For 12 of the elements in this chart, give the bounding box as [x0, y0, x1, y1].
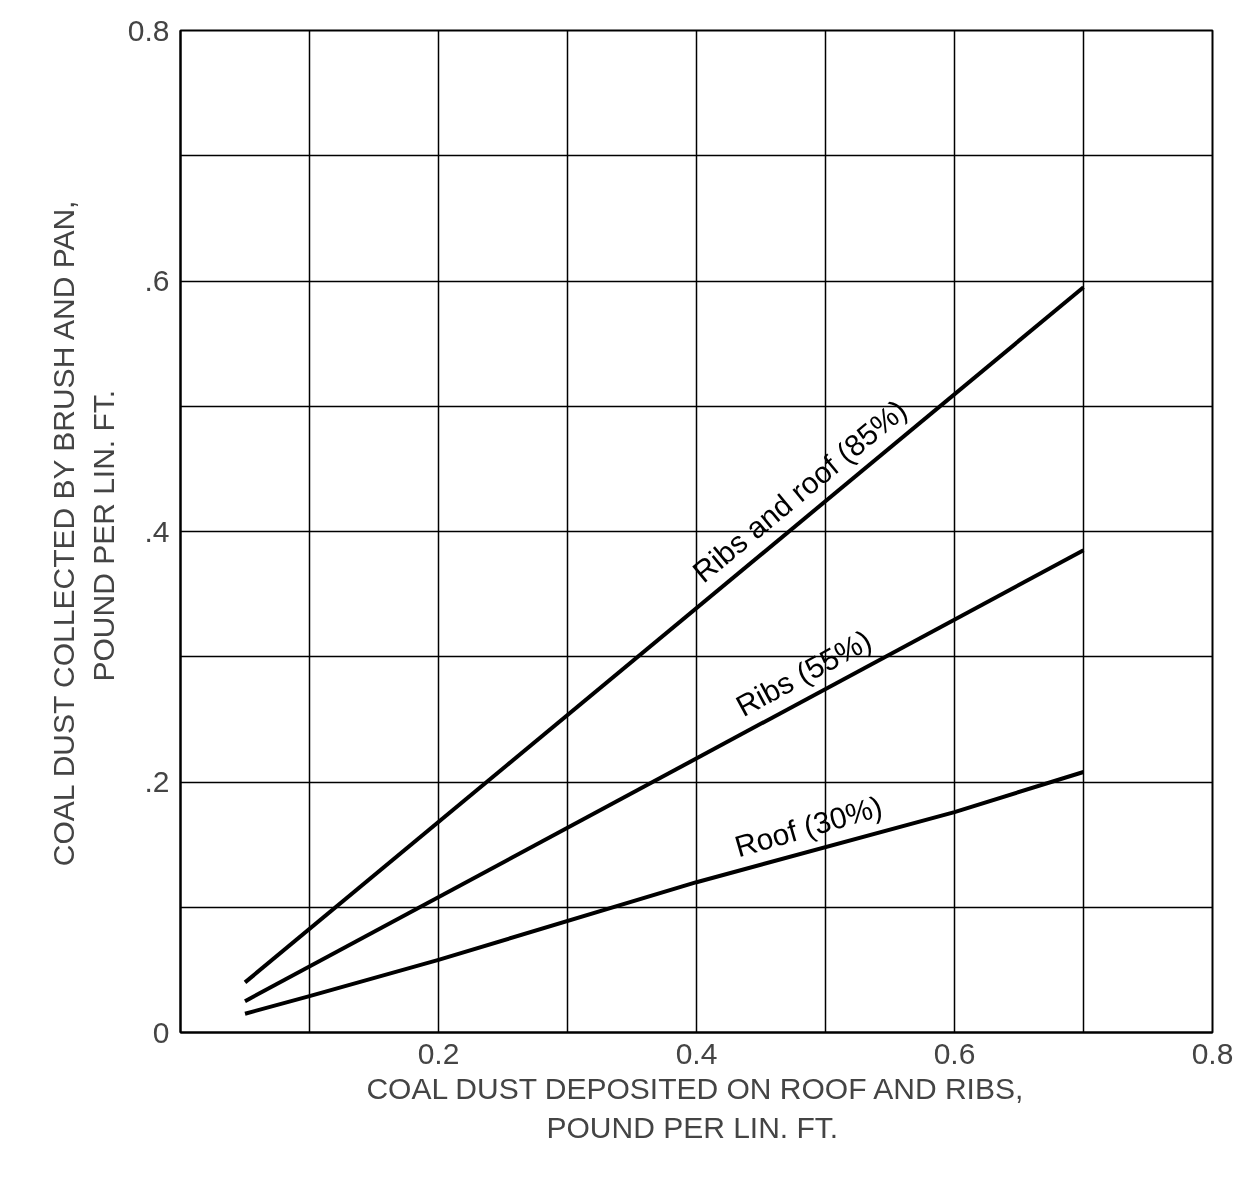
y-tick-label: 0	[152, 1015, 170, 1049]
y-tick-label: 0.8	[127, 13, 170, 47]
x-tick-label: 0.6	[933, 1036, 976, 1070]
y-tick-label: .2	[144, 765, 170, 798]
y-tick-label: .4	[144, 514, 170, 548]
x-tick-label: 0.8	[1191, 1036, 1234, 1070]
y-axis-title: COAL DUST COLLECTED BY BRUSH AND PAN, POUND PER LIN. FT.	[47, 200, 120, 867]
x-tick-label: 0.2	[417, 1036, 460, 1070]
x-axis-title: COAL DUST DEPOSITED ON ROOF AND RIBS, POUND PER LIN. FT.	[366, 1071, 1024, 1145]
x-tick-label: 0.4	[675, 1036, 718, 1070]
y-tick-label: .6	[144, 264, 170, 297]
text: Roof (30%)	[730, 789, 886, 864]
